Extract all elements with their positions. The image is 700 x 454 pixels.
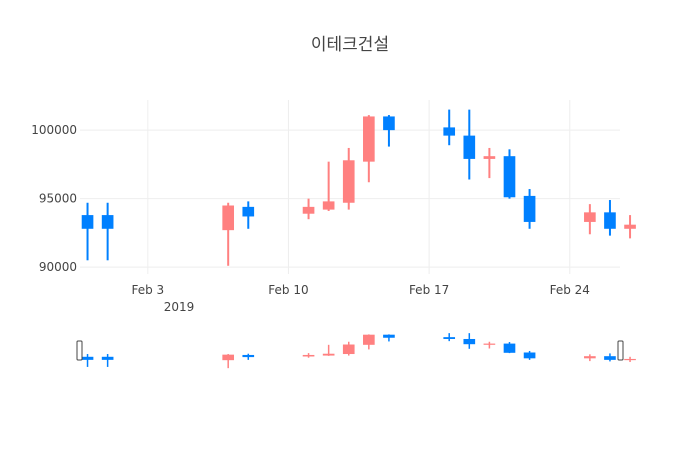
slider-candle-body <box>222 354 235 361</box>
slider-candle <box>463 333 476 349</box>
candle-body <box>342 160 355 203</box>
x-axis-year-label: 2019 <box>164 300 195 314</box>
y-tick-label: 90000 <box>39 260 77 274</box>
candle-body <box>222 205 235 231</box>
slider-candle-body <box>604 356 616 360</box>
candle-decreasing[interactable] <box>463 109 476 180</box>
candle-increasing[interactable] <box>483 147 496 179</box>
candle-decreasing[interactable] <box>101 202 114 261</box>
slider-candle <box>363 334 375 350</box>
candle-body <box>443 127 456 136</box>
candle-increasing[interactable] <box>584 204 596 235</box>
slider-candle <box>222 354 235 369</box>
slider-candle <box>342 341 355 356</box>
candle-body <box>503 156 516 198</box>
candle-increasing[interactable] <box>342 147 355 210</box>
slider-candle-body <box>342 344 355 355</box>
slider-candle <box>443 333 456 342</box>
candle-body <box>463 135 476 159</box>
candle-body <box>584 212 596 222</box>
candle-decreasing[interactable] <box>503 149 516 199</box>
candle-body <box>604 212 616 229</box>
slider-candle-body <box>383 334 395 338</box>
candle-decreasing[interactable] <box>523 189 536 229</box>
candle-body <box>363 116 375 162</box>
slider-candle-body <box>463 338 476 345</box>
y-tick-label: 95000 <box>39 192 77 206</box>
candle-body <box>523 195 536 222</box>
slider-candle-body <box>81 356 94 360</box>
candle-decreasing[interactable] <box>604 200 616 236</box>
slider-candle-body <box>322 353 335 356</box>
candle-increasing[interactable] <box>624 215 636 239</box>
candle-decreasing[interactable] <box>242 201 255 229</box>
range-slider-candles <box>81 333 636 369</box>
slider-candle <box>483 341 496 349</box>
slider-candle-body <box>523 352 536 359</box>
slider-candle <box>81 354 94 367</box>
slider-candle-body <box>483 343 496 345</box>
candle-increasing[interactable] <box>302 198 315 220</box>
slider-candle-body <box>302 354 315 357</box>
candles[interactable] <box>81 109 636 266</box>
range-slider[interactable] <box>76 333 636 369</box>
slider-candle <box>584 354 596 362</box>
slider-candle-body <box>242 354 255 358</box>
candle-increasing[interactable] <box>222 202 235 266</box>
candle-increasing[interactable] <box>363 115 375 183</box>
x-tick-label: Feb 17 <box>409 283 449 297</box>
candle-body <box>101 215 114 229</box>
slider-candle <box>242 353 255 360</box>
slider-candle <box>383 334 395 342</box>
x-tick-label: Feb 10 <box>268 283 308 297</box>
slider-candle-body <box>443 337 456 339</box>
slider-candle-body <box>363 334 375 345</box>
candle-body <box>302 206 315 214</box>
candle-body <box>624 224 636 229</box>
range-slider-right-handle[interactable] <box>617 340 624 361</box>
candle-decreasing[interactable] <box>443 109 456 146</box>
candle-increasing[interactable] <box>322 161 335 211</box>
slider-candle <box>503 342 516 354</box>
x-tick-label: Feb 24 <box>550 283 590 297</box>
slider-candle-body <box>624 358 636 361</box>
y-tick-label: 100000 <box>31 123 77 137</box>
slider-candle <box>101 354 114 367</box>
y-axis-ticks: 90000 95000 100000 <box>31 123 77 274</box>
x-axis-ticks: Feb 3 Feb 10 Feb 17 Feb 24 <box>131 283 589 297</box>
slider-candle-body <box>584 356 596 359</box>
slider-candle <box>322 344 335 356</box>
slider-candle <box>604 353 616 362</box>
candle-body <box>322 201 335 210</box>
candle-body <box>383 116 395 131</box>
range-slider-left-handle[interactable] <box>76 340 83 361</box>
slider-candle <box>624 356 636 363</box>
slider-candle <box>523 350 536 360</box>
candle-body <box>483 156 496 159</box>
slider-candle <box>302 353 315 358</box>
x-tick-label: Feb 3 <box>131 283 164 297</box>
slider-candle-body <box>503 343 516 353</box>
candle-body <box>81 215 94 229</box>
candle-decreasing[interactable] <box>81 202 94 261</box>
chart-title: 이테크건설 <box>311 35 389 55</box>
candle-decreasing[interactable] <box>383 115 395 147</box>
slider-candle-body <box>101 356 114 360</box>
candle-body <box>242 206 255 217</box>
